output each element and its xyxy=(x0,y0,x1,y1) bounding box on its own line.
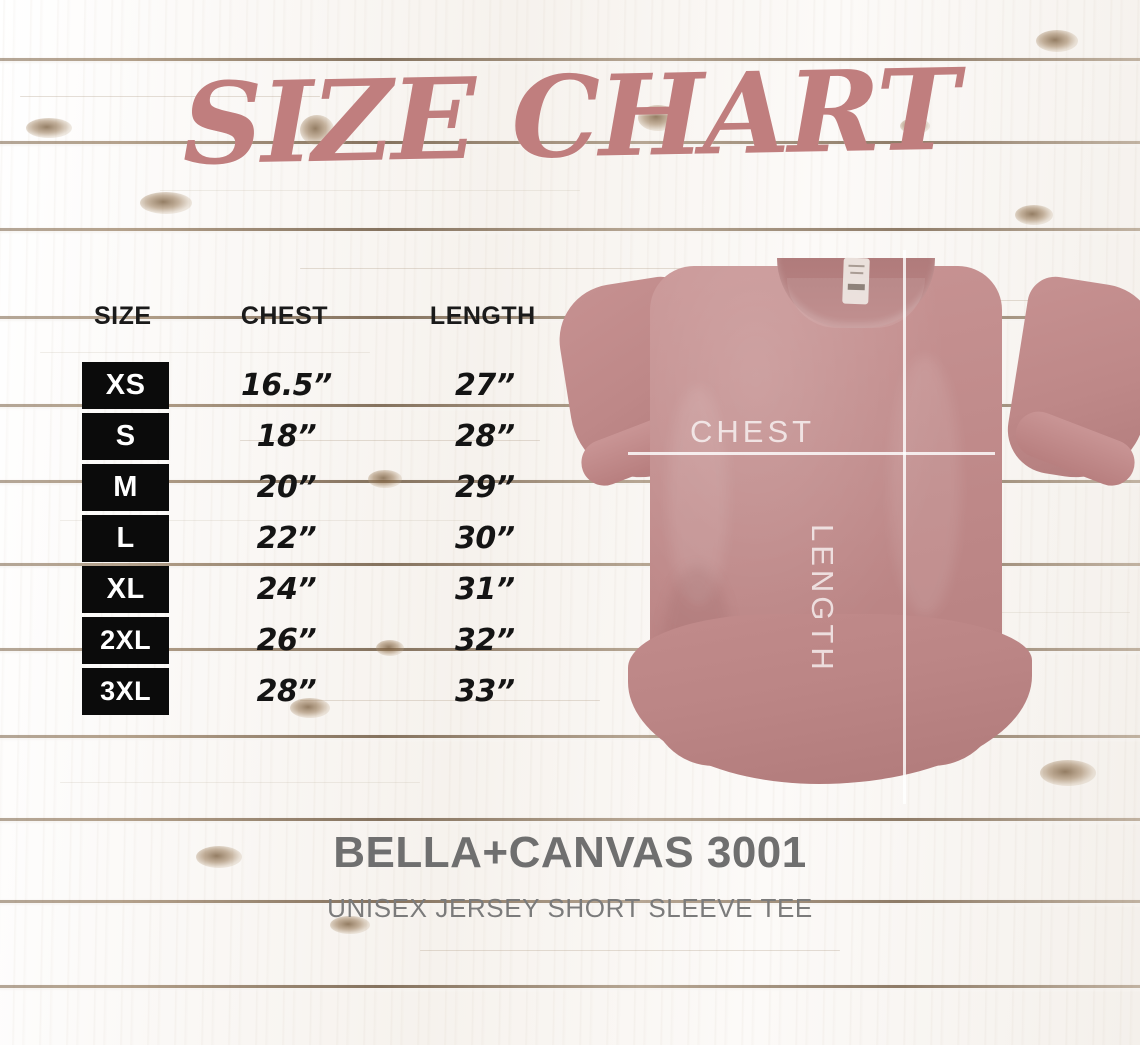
column-header-size: SIZE xyxy=(94,302,152,330)
wood-knot xyxy=(300,115,334,145)
plank-seam xyxy=(0,58,1140,65)
table-row: M 20” 29” xyxy=(82,462,582,513)
column-header-length: LENGTH xyxy=(429,302,536,330)
wood-grain-line xyxy=(60,782,420,783)
wood-knot xyxy=(140,192,192,214)
size-badge: XL xyxy=(82,566,170,613)
wood-knot xyxy=(330,916,370,934)
wood-grain-line xyxy=(40,352,370,353)
plank-seam xyxy=(0,735,1140,742)
brand-name: BELLA+CANVAS 3001 xyxy=(333,828,807,877)
plank-seam xyxy=(0,818,1140,825)
wood-grain-line xyxy=(420,950,840,951)
tshirt-graphic: CHEST LENGTH xyxy=(551,236,1140,816)
table-row: 3XL 28” 33” xyxy=(82,666,582,717)
chest-measurement-line xyxy=(628,452,995,455)
plank-seam xyxy=(0,900,1140,907)
size-table: SIZE CHEST LENGTH XS 16.5” 27” S 18” 28”… xyxy=(82,302,582,717)
chest-value: 20” xyxy=(256,470,317,505)
length-value: 27” xyxy=(455,368,515,403)
plank-seam xyxy=(0,563,1140,570)
wood-knot xyxy=(196,846,242,868)
product-subtitle: UNISEX JERSEY SHORT SLEEVE TEE xyxy=(327,893,813,923)
wood-grain-line xyxy=(60,520,480,521)
wood-knot xyxy=(1040,760,1096,786)
length-measurement-label: LENGTH xyxy=(805,524,840,674)
wood-knot xyxy=(368,470,402,488)
wood-grain-line xyxy=(300,268,680,269)
length-value: 29” xyxy=(455,470,515,505)
table-row: 2XL 26” 32” xyxy=(82,615,582,666)
size-badge: XS xyxy=(82,362,170,409)
size-badge: 3XL xyxy=(82,668,170,715)
table-row: S 18” 28” xyxy=(82,411,582,462)
size-badge: S xyxy=(82,413,170,460)
length-value: 28” xyxy=(455,419,515,454)
length-value: 33” xyxy=(455,674,515,709)
plank-seam xyxy=(0,480,1140,487)
chest-value: 22” xyxy=(256,521,317,556)
length-value: 30” xyxy=(455,521,515,556)
wood-grain-line xyxy=(160,190,580,191)
wood-grain-line xyxy=(300,700,600,701)
size-badge: M xyxy=(82,464,170,511)
wood-grain-line xyxy=(20,96,320,97)
wood-knot xyxy=(638,105,678,131)
tshirt-photo: CHEST LENGTH xyxy=(551,236,1140,816)
chest-value: 18” xyxy=(256,419,317,454)
chest-value: 28” xyxy=(256,674,317,709)
size-badge: 2XL xyxy=(82,617,170,664)
plank-seam xyxy=(0,141,1140,148)
length-value: 32” xyxy=(455,623,515,658)
wood-knot xyxy=(26,118,72,138)
wood-grain-line xyxy=(940,612,1130,613)
tshirt-hem-knot xyxy=(727,681,813,759)
table-body: XS 16.5” 27” S 18” 28” M 20” 29” L 22” 3… xyxy=(82,360,582,717)
chest-value: 16.5” xyxy=(241,368,332,403)
tshirt-right-sleeve xyxy=(1001,272,1140,493)
tshirt-right-cuff xyxy=(1009,404,1140,493)
chest-value: 26” xyxy=(256,623,317,658)
wood-knot xyxy=(376,640,404,656)
wood-knot xyxy=(1015,205,1053,225)
table-header-row: SIZE CHEST LENGTH xyxy=(82,302,582,340)
plank-seam xyxy=(0,648,1140,655)
plank-seam xyxy=(0,985,1140,992)
tshirt-neck-tag xyxy=(842,257,870,305)
table-row: XS 16.5” 27” xyxy=(82,360,582,411)
chest-value: 24” xyxy=(256,572,317,607)
wood-grain-line xyxy=(240,440,540,441)
chest-measurement-label: CHEST xyxy=(690,414,816,449)
column-header-chest: CHEST xyxy=(240,302,329,330)
length-value: 31” xyxy=(455,572,515,607)
tshirt-body xyxy=(628,266,1032,784)
page-title: SIZE CHART xyxy=(180,44,960,191)
size-badge: L xyxy=(82,515,170,562)
wood-knot xyxy=(290,698,330,718)
wood-knot xyxy=(900,118,930,134)
table-row: L 22” 30” xyxy=(82,513,582,564)
length-measurement-line xyxy=(903,250,906,804)
wood-knot xyxy=(1036,30,1078,52)
table-row: XL 24” 31” xyxy=(82,564,582,615)
plank-seam xyxy=(0,228,1140,235)
